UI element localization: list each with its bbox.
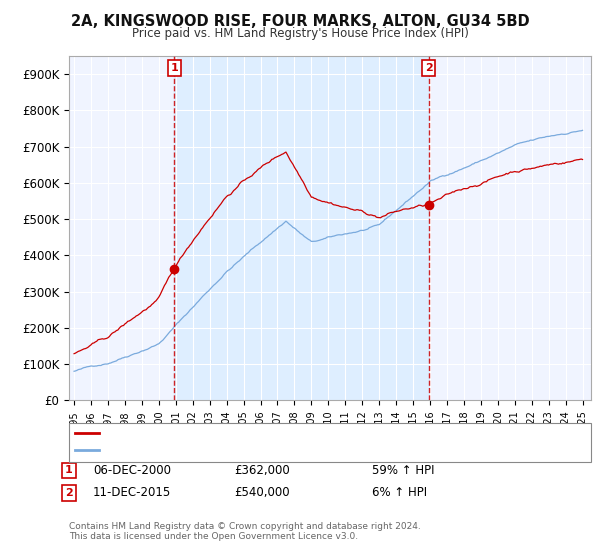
Text: 1: 1 — [170, 63, 178, 73]
Text: 06-DEC-2000: 06-DEC-2000 — [93, 464, 171, 477]
Text: £540,000: £540,000 — [234, 486, 290, 500]
Text: 6% ↑ HPI: 6% ↑ HPI — [372, 486, 427, 500]
Text: 1: 1 — [65, 465, 73, 475]
Text: HPI: Average price, detached house, East Hampshire: HPI: Average price, detached house, East… — [102, 445, 391, 455]
Text: 2: 2 — [65, 488, 73, 498]
Text: Price paid vs. HM Land Registry's House Price Index (HPI): Price paid vs. HM Land Registry's House … — [131, 27, 469, 40]
Text: 2: 2 — [425, 63, 433, 73]
Text: £362,000: £362,000 — [234, 464, 290, 477]
Text: 11-DEC-2015: 11-DEC-2015 — [93, 486, 171, 500]
Text: 2A, KINGSWOOD RISE, FOUR MARKS, ALTON, GU34 5BD: 2A, KINGSWOOD RISE, FOUR MARKS, ALTON, G… — [71, 14, 529, 29]
Text: 2A, KINGSWOOD RISE, FOUR MARKS, ALTON, GU34 5BD (detached house): 2A, KINGSWOOD RISE, FOUR MARKS, ALTON, G… — [102, 428, 507, 438]
Text: Contains HM Land Registry data © Crown copyright and database right 2024.
This d: Contains HM Land Registry data © Crown c… — [69, 522, 421, 542]
Text: 59% ↑ HPI: 59% ↑ HPI — [372, 464, 434, 477]
Bar — [175, 56, 428, 400]
